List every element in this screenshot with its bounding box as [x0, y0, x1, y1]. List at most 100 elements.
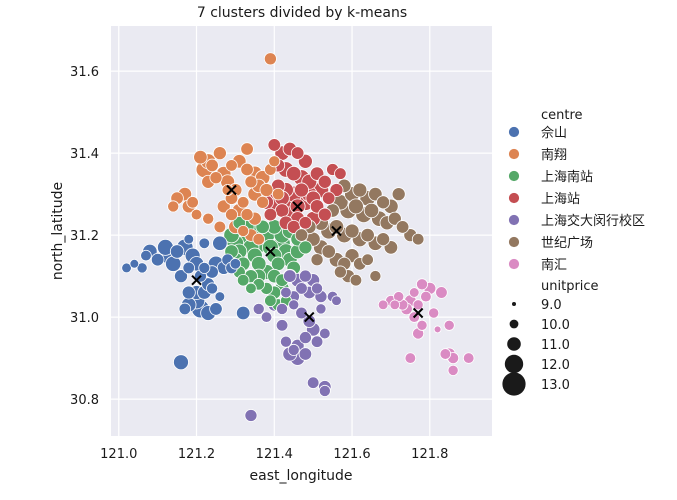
- data-point: [298, 347, 313, 361]
- data-point: [412, 299, 424, 311]
- y-tick-label: 31.6: [70, 65, 99, 80]
- centroid-marker: [412, 307, 424, 319]
- y-tick-label: 30.8: [70, 393, 99, 408]
- legend-size-label: 10.0: [541, 318, 570, 333]
- data-point: [174, 269, 188, 284]
- data-point: [290, 146, 305, 160]
- data-point: [389, 299, 401, 311]
- data-point: [363, 202, 380, 219]
- data-point: [408, 287, 420, 298]
- legend-marker: [508, 170, 520, 182]
- data-point: [377, 299, 389, 311]
- data-point: [298, 269, 312, 283]
- centroid-stroke: [265, 246, 276, 257]
- data-point: [221, 183, 234, 196]
- data-point: [178, 302, 192, 316]
- legend-marker: [508, 126, 520, 138]
- data-point: [252, 302, 265, 315]
- legend-size-marker: [502, 372, 526, 396]
- data-point: [264, 294, 277, 307]
- data-point: [288, 299, 300, 311]
- data-point: [190, 208, 203, 221]
- data-point: [229, 258, 242, 270]
- legend-size-marker: [512, 302, 516, 306]
- data-point: [334, 167, 347, 180]
- y-tick-label: 31.0: [70, 311, 99, 326]
- data-point: [319, 327, 331, 340]
- data-point: [462, 352, 475, 364]
- data-point: [328, 219, 345, 235]
- data-point: [235, 305, 251, 321]
- data-point: [317, 174, 332, 189]
- data-point: [198, 261, 211, 274]
- data-point: [236, 273, 250, 287]
- legend-label: 佘山: [541, 125, 567, 141]
- legend-marker: [508, 258, 520, 270]
- legend-label: 世纪广场: [541, 236, 593, 251]
- centroid-marker: [292, 201, 303, 212]
- x-tick-label: 121.4: [256, 447, 293, 462]
- legend-size-label: 11.0: [541, 338, 570, 353]
- data-point: [295, 306, 308, 320]
- legend-label: 南翔: [541, 147, 567, 163]
- data-point: [428, 307, 440, 319]
- data-point: [202, 212, 215, 225]
- data-point: [391, 187, 406, 202]
- centroid-stroke: [191, 274, 202, 286]
- chart-title: 7 clusters divided by k-means: [197, 5, 407, 21]
- data-point: [150, 252, 165, 267]
- data-point: [361, 253, 374, 266]
- data-point: [209, 171, 223, 185]
- data-point: [240, 142, 254, 156]
- data-point: [252, 232, 265, 246]
- data-point: [173, 354, 189, 371]
- data-point: [259, 183, 274, 197]
- data-point: [420, 290, 432, 303]
- x-axis-label: east_longitude: [250, 468, 353, 484]
- legend-size-marker: [509, 319, 519, 329]
- data-point: [294, 182, 309, 198]
- centroid-stroke: [304, 311, 315, 323]
- legend-label: 上海站: [541, 192, 580, 207]
- data-point: [298, 216, 313, 230]
- data-point: [344, 223, 360, 239]
- data-point: [263, 207, 278, 222]
- data-point: [287, 343, 300, 356]
- centroid-marker: [265, 246, 276, 257]
- data-point: [129, 258, 140, 269]
- data-point: [416, 319, 428, 331]
- data-point: [182, 261, 195, 275]
- data-point: [169, 244, 185, 259]
- data-point: [349, 273, 363, 287]
- data-point: [206, 282, 219, 295]
- legend-marker: [508, 192, 520, 204]
- x-tick-label: 121.8: [411, 447, 448, 462]
- data-point: [295, 282, 308, 295]
- data-point: [447, 364, 459, 376]
- legend-hue-title: centre: [541, 108, 583, 123]
- data-point: [376, 195, 391, 210]
- data-point: [274, 203, 290, 218]
- data-point: [315, 303, 327, 315]
- data-point: [298, 331, 312, 345]
- data-point: [439, 348, 452, 360]
- data-point: [212, 146, 227, 161]
- data-point: [333, 265, 347, 279]
- centroid-marker: [304, 311, 315, 323]
- centroid-marker: [331, 225, 342, 237]
- data-point: [121, 262, 132, 274]
- legend-size-label: 9.0: [541, 298, 562, 313]
- data-point: [136, 262, 148, 274]
- data-point: [214, 291, 226, 302]
- data-point: [225, 208, 239, 222]
- y-tick-label: 31.4: [70, 147, 99, 162]
- data-point: [310, 253, 324, 267]
- data-point: [240, 162, 254, 177]
- x-tick-label: 121.0: [100, 447, 137, 462]
- data-point: [348, 198, 364, 215]
- data-point: [286, 165, 302, 182]
- legend-size-label: 13.0: [541, 378, 570, 393]
- data-point: [244, 409, 258, 422]
- data-point: [263, 52, 277, 66]
